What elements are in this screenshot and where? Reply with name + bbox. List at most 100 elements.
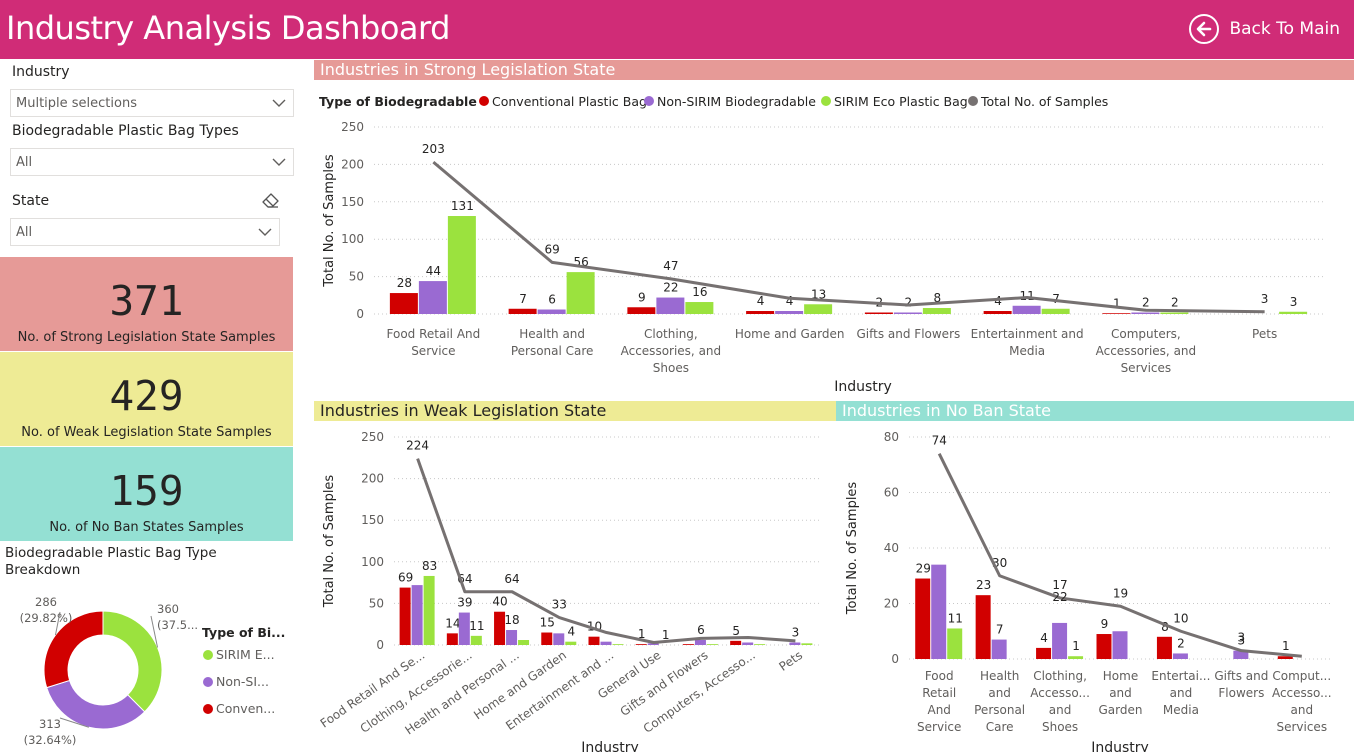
x-tick-label: Retail — [922, 686, 956, 700]
bar-sirim — [685, 302, 714, 314]
bar-sirim — [470, 635, 482, 645]
data-label: 28 — [397, 276, 412, 290]
bar-sirim — [447, 216, 476, 314]
donut-legend-title: Type of Bi... — [202, 625, 285, 640]
x-tick-label: and — [1170, 686, 1193, 700]
data-label: 4 — [567, 625, 575, 639]
data-label: 131 — [451, 199, 474, 213]
x-axis-title: Industry — [834, 379, 892, 395]
data-label: 3 — [1238, 634, 1246, 648]
industry-slicer-label: Industry — [12, 64, 70, 80]
strong-legislation-caption: No. of Strong Legislation State Samples — [17, 330, 276, 345]
weak-legislation-caption: No. of Weak Legislation State Samples — [21, 425, 272, 440]
y-tick-label: 250 — [341, 120, 364, 134]
data-label: 4 — [786, 294, 794, 308]
data-label: 7 — [519, 292, 527, 306]
bar-sirim — [804, 304, 833, 314]
bar-sirim — [922, 308, 951, 314]
y-tick-label: 0 — [891, 652, 899, 666]
x-tick-label: Media — [1163, 703, 1199, 717]
bar-conventional — [508, 308, 537, 314]
data-label: 3 — [792, 626, 800, 640]
bar-conventional — [730, 640, 742, 645]
y-tick-label: 200 — [341, 157, 364, 171]
donut-legend-item: SIRIM E... — [216, 647, 275, 662]
no-ban-count: 159 — [109, 467, 184, 515]
total-label: 224 — [406, 439, 429, 453]
bar-nonsirim — [1052, 622, 1068, 659]
x-tick-label: Clothing, — [644, 327, 698, 341]
bar-nonsirim — [1012, 305, 1041, 314]
industry-dropdown[interactable]: Multiple selections — [10, 89, 294, 117]
bar-conventional — [1096, 634, 1112, 659]
bar-nonsirim — [411, 585, 423, 645]
data-label: 11 — [948, 611, 963, 625]
y-tick-label: 150 — [361, 513, 384, 527]
donut-legend-item: Conven... — [216, 701, 275, 716]
x-tick-label: Health and — [519, 327, 585, 341]
no-ban-caption: No. of No Ban States Samples — [49, 520, 244, 535]
weak-legislation-card: 429 No. of Weak Legislation State Sample… — [0, 352, 293, 446]
data-label: 4 — [1040, 631, 1048, 645]
bag-type-dropdown-value: All — [16, 155, 33, 170]
x-tick-label: Accesso... — [1030, 686, 1090, 700]
x-tick-label: Computers, — [1111, 327, 1181, 341]
back-arrow-icon — [1189, 14, 1220, 44]
y-tick-label: 100 — [361, 555, 384, 569]
data-label: 1 — [1282, 639, 1290, 653]
donut-legend-marker — [203, 650, 213, 660]
leader-line — [59, 717, 89, 728]
total-line — [416, 458, 796, 645]
data-label: 8 — [934, 291, 942, 305]
back-to-main-button[interactable]: Back To Main — [1189, 12, 1340, 46]
data-label: 4 — [994, 294, 1002, 308]
bag-type-dropdown[interactable]: All — [10, 148, 294, 176]
industry-slicer: Industry Multiple selections — [10, 64, 295, 117]
data-label: 22 — [1052, 590, 1067, 604]
bar-sirim — [754, 644, 766, 645]
data-label: 44 — [426, 264, 441, 278]
bar-nonsirim — [694, 640, 706, 645]
y-tick-label: 100 — [341, 232, 364, 246]
weak-legislation-chart: 0 50 100 150 200 250 Total No. of Samples Indus… — [318, 430, 819, 752]
donut-slice — [102, 610, 163, 713]
bar-sirim — [1041, 308, 1070, 314]
x-tick-label: Food Retail And — [387, 327, 481, 341]
x-tick-label: Shoes — [1042, 720, 1078, 734]
x-tick-label: Service — [917, 720, 961, 734]
bar-sirim — [423, 575, 435, 645]
bar-nonsirim — [1131, 312, 1160, 314]
x-tick-label: Flowers — [1218, 686, 1264, 700]
bar-conventional — [864, 312, 893, 314]
bar-conventional — [389, 293, 418, 314]
no-ban-card: 159 No. of No Ban States Samples — [0, 447, 293, 541]
total-label: 19 — [1113, 586, 1128, 600]
bar-nonsirim — [418, 281, 447, 314]
total-label: 69 — [544, 242, 559, 256]
legend-item: Non-SIRIM Biodegradable — [657, 94, 816, 109]
strong-legislation-count: 371 — [109, 277, 184, 325]
state-dropdown[interactable]: All — [10, 218, 280, 246]
strong-legislation-chart: Type of Biodegradable Conventional Plasti… — [319, 94, 1324, 395]
eraser-icon[interactable] — [262, 193, 280, 209]
bar-conventional — [1036, 647, 1052, 659]
y-tick-label: 40 — [884, 541, 899, 555]
data-label: 2 — [1142, 296, 1150, 310]
bar-conventional — [635, 644, 647, 645]
back-to-main-label: Back To Main — [1229, 19, 1340, 39]
data-label: 83 — [422, 559, 437, 573]
strong-legislation-card: 371 No. of Strong Legislation State Samp… — [0, 257, 293, 351]
data-label: 23 — [976, 578, 991, 592]
strong-legislation-header: Industries in Strong Legislation State — [314, 60, 1354, 80]
y-tick-label: 200 — [361, 472, 384, 486]
slice-pct-label: (29.82%) — [20, 611, 73, 625]
bar-sirim — [612, 644, 624, 645]
data-label: 1 — [638, 627, 646, 641]
data-label: 11 — [469, 619, 484, 633]
x-tick-label: Care — [986, 720, 1014, 734]
x-tick-label: Home — [1103, 669, 1138, 683]
bar-nonsirim — [600, 641, 612, 645]
x-tick-label: Personal Care — [511, 344, 594, 358]
x-tick-label: Personal — [974, 703, 1025, 717]
x-tick-label: Service — [411, 344, 455, 358]
